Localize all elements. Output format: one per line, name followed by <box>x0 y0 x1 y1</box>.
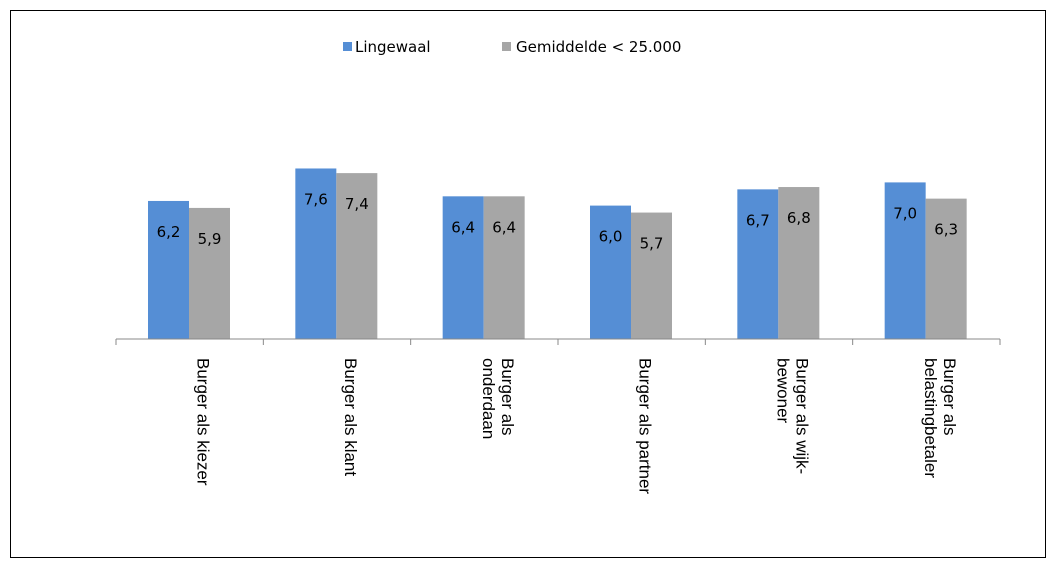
category-label-line: Burger als <box>940 358 959 435</box>
value-label-2-4: 5,7 <box>640 235 664 253</box>
category-label-line: Burger als klant <box>341 358 360 476</box>
category-label-line: Burger als wijk- <box>793 358 812 474</box>
value-label-1-5: 6,7 <box>746 211 770 229</box>
bar-1-3 <box>442 196 484 339</box>
bar-2-3 <box>483 196 525 339</box>
value-label-2-3: 6,4 <box>492 218 516 236</box>
bar-1-4 <box>590 205 631 339</box>
bar-1-5 <box>737 189 779 339</box>
category-label-line: onderdaan <box>479 358 498 439</box>
legend-swatch-1 <box>343 42 352 51</box>
value-label-2-1: 5,9 <box>198 230 222 248</box>
bar-2-6 <box>925 198 967 339</box>
category-label-line: Burger als partner <box>636 358 655 494</box>
bar-1-6 <box>884 182 926 339</box>
value-label-2-2: 7,4 <box>345 195 369 213</box>
category-label-line: Burger als <box>498 358 517 435</box>
bar-2-2 <box>336 173 378 339</box>
legend-swatch-2 <box>502 42 511 51</box>
category-label-5: Burger als wijk-bewoner <box>774 358 812 474</box>
value-label-1-4: 6,0 <box>599 228 623 246</box>
chart-legend: Lingewaal Gemiddelde < 25.000 <box>343 38 681 56</box>
category-labels: Burger als kiezer Burger als klant Burger … <box>194 358 959 494</box>
bar-1-2 <box>295 168 337 339</box>
value-label-1-2: 7,6 <box>304 190 328 208</box>
value-label-1-1: 6,2 <box>157 223 181 241</box>
category-label-line: Burger als kiezer <box>194 358 213 486</box>
bar-2-1 <box>189 207 230 339</box>
legend-label-1: Lingewaal <box>355 38 431 56</box>
category-label-line: belastingbetaler <box>921 358 940 478</box>
bar-2-4 <box>631 212 672 339</box>
category-label-1: Burger als kiezer <box>194 358 213 486</box>
value-label-1-6: 7,0 <box>893 204 917 222</box>
category-label-line: bewoner <box>774 358 793 424</box>
x-axis <box>115 338 1001 345</box>
category-label-4: Burger als partner <box>636 358 655 494</box>
legend-label-2: Gemiddelde < 25.000 <box>516 38 681 56</box>
value-label-2-6: 6,3 <box>934 221 958 239</box>
bar-2-5 <box>778 187 820 339</box>
value-label-2-5: 6,8 <box>787 209 811 227</box>
value-label-1-3: 6,4 <box>451 218 475 236</box>
category-label-2: Burger als klant <box>341 358 360 476</box>
bar-group: 6,2 7,6 6,4 6,0 6,7 7,0 5,9 7,4 6,4 5,7 6,8 6,3 <box>148 168 967 339</box>
bar-1-1 <box>148 200 189 339</box>
